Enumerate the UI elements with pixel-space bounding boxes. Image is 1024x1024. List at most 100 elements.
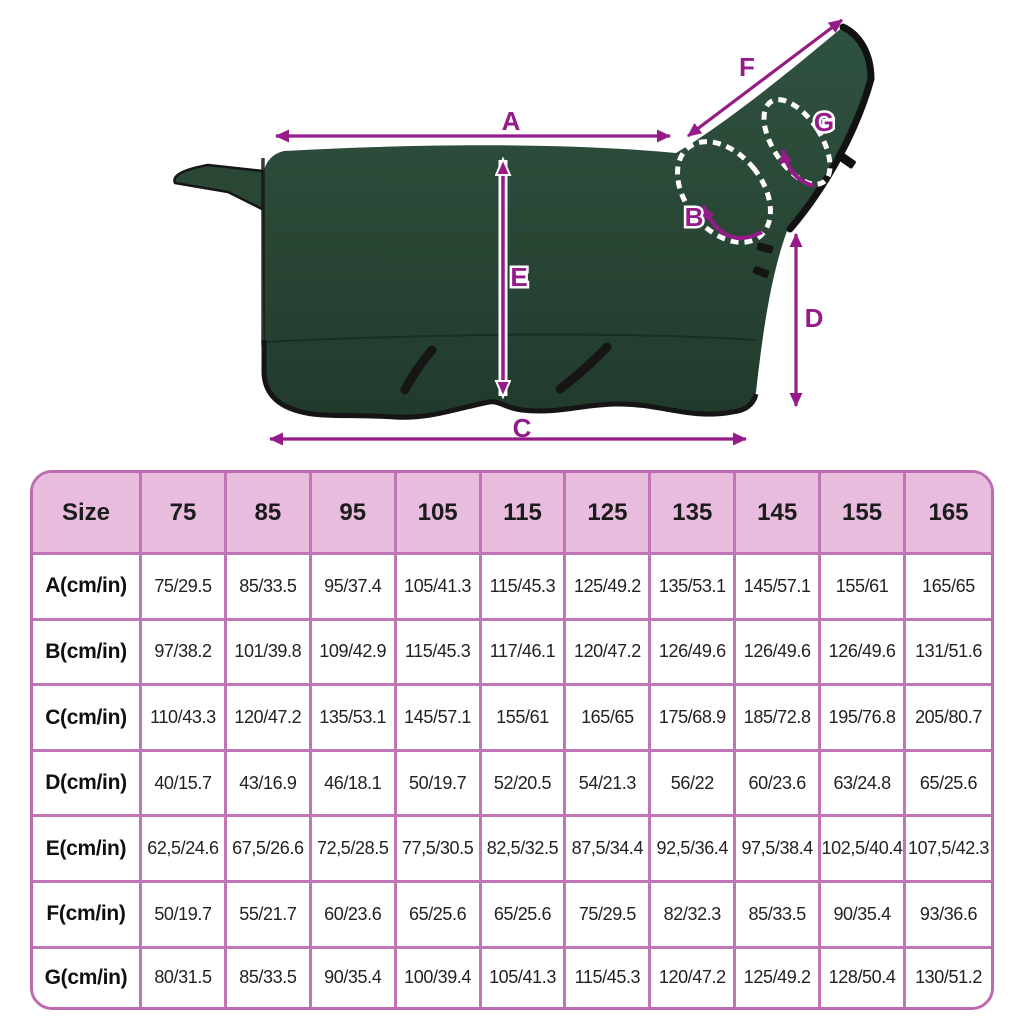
table-row: B(cm/in) 97/38.2 101/39.8 109/42.9 115/45.3 1… <box>33 620 991 687</box>
table-cell: 117/46.1 <box>481 620 567 687</box>
table-row: E(cm/in) 62,5/24.6 67,5/26.6 72,5/28.5 77,5/… <box>33 817 991 884</box>
label-b: B <box>685 202 704 232</box>
table-cell: 75/29.5 <box>566 883 652 949</box>
table-row: F(cm/in) 50/19.7 55/21.7 60/23.6 65/25.6 65/2… <box>33 883 991 949</box>
table-cell: 195/76.8 <box>821 686 907 752</box>
table-header-cell: 85 <box>226 473 312 555</box>
table-cell: 165/65 <box>906 555 991 621</box>
table-cell: 115/45.3 <box>566 948 652 1007</box>
table-cell: 126/49.6 <box>821 620 907 687</box>
leg-strap-left <box>400 345 437 395</box>
table-cell: 155/61 <box>821 555 907 621</box>
table-header-cell: 145 <box>736 473 822 555</box>
label-c: C <box>513 413 532 443</box>
table-cell: 87,5/34.4 <box>566 817 652 884</box>
table-cell: 110/43.3 <box>142 686 227 752</box>
table-cell: 85/33.5 <box>736 883 822 949</box>
table-header-cell: 135 <box>651 473 737 555</box>
chest-clip-top <box>756 242 774 254</box>
table-cell: 50/19.7 <box>396 751 482 818</box>
table-cell: 105/41.3 <box>481 948 567 1007</box>
label-d: D <box>805 303 824 333</box>
table-cell: 95/37.4 <box>311 555 397 621</box>
bottom-binding <box>261 340 759 420</box>
row-label: G(cm/in) <box>33 948 142 1007</box>
table-cell: 165/65 <box>566 686 652 752</box>
table-cell: 50/19.7 <box>142 883 227 949</box>
table-header-row: Size 75 85 95 105 115 125 135 145 155 165 <box>33 473 991 555</box>
row-label: F(cm/in) <box>33 883 142 949</box>
measure-arrow-f <box>687 18 843 138</box>
table-cell: 72,5/28.5 <box>311 817 397 884</box>
table-cell: 109/42.9 <box>311 620 397 687</box>
table-cell: 97,5/38.4 <box>736 817 822 884</box>
leg-strap-right <box>555 342 612 394</box>
table-cell: 60/23.6 <box>311 883 397 949</box>
table-cell: 52/20.5 <box>481 751 567 818</box>
table-row: C(cm/in) 110/43.3 120/47.2 135/53.1 145/57.1… <box>33 686 991 752</box>
neck-base-girth-ellipse <box>675 139 773 245</box>
table-cell: 85/33.5 <box>226 555 312 621</box>
table-cell: 82,5/32.5 <box>481 817 567 884</box>
table-row: A(cm/in) 75/29.5 85/33.5 95/37.4 105/41.3 115… <box>33 555 991 621</box>
table-cell: 131/51.6 <box>906 620 991 687</box>
table-cell: 135/53.1 <box>651 555 737 621</box>
table-row: D(cm/in) 40/15.7 43/16.9 46/18.1 50/19.7 52/2… <box>33 751 991 818</box>
table-cell: 77,5/30.5 <box>396 817 482 884</box>
table-cell: 175/68.9 <box>651 686 737 752</box>
table-cell: 55/21.7 <box>226 883 312 949</box>
table-cell: 82/32.3 <box>651 883 737 949</box>
row-label: A(cm/in) <box>33 555 142 621</box>
table-cell: 65/25.6 <box>906 751 991 818</box>
row-label: B(cm/in) <box>33 620 142 687</box>
table-cell: 126/49.6 <box>736 620 822 687</box>
table-cell: 80/31.5 <box>142 948 227 1007</box>
blanket-diagram: A B C D E F G <box>173 18 875 446</box>
row-label: C(cm/in) <box>33 686 142 752</box>
table-cell: 145/57.1 <box>736 555 822 621</box>
table-cell: 92,5/36.4 <box>651 817 737 884</box>
table-cell: 115/45.3 <box>481 555 567 621</box>
blanket-body <box>262 25 873 418</box>
tail-flap <box>173 163 274 212</box>
neck-strap-tab <box>837 152 856 169</box>
table-cell: 46/18.1 <box>311 751 397 818</box>
row-label: D(cm/in) <box>33 751 142 818</box>
table-cell: 145/57.1 <box>396 686 482 752</box>
neck-binding <box>786 23 875 233</box>
table-cell: 90/35.4 <box>821 883 907 949</box>
table-cell: 205/80.7 <box>906 686 991 752</box>
table-header-cell: 165 <box>906 473 991 555</box>
label-e: E <box>510 262 527 292</box>
table-cell: 125/49.2 <box>736 948 822 1007</box>
table-cell: 75/29.5 <box>142 555 227 621</box>
table-header-cell: 105 <box>396 473 482 555</box>
table-cell: 60/23.6 <box>736 751 822 818</box>
chest-clip-bottom <box>752 266 770 278</box>
size-table: Size 75 85 95 105 115 125 135 145 155 165 A(cm/in) 7… <box>33 473 991 1007</box>
table-cell: 65/25.6 <box>481 883 567 949</box>
table-cell: 120/47.2 <box>566 620 652 687</box>
table-cell: 62,5/24.6 <box>142 817 227 884</box>
table-cell: 93/36.6 <box>906 883 991 949</box>
table-cell: 101/39.8 <box>226 620 312 687</box>
table-cell: 56/22 <box>651 751 737 818</box>
table-cell: 85/33.5 <box>226 948 312 1007</box>
table-row: G(cm/in) 80/31.5 85/33.5 90/35.4 100/39.4 105… <box>33 948 991 1007</box>
size-table-container: Size 75 85 95 105 115 125 135 145 155 165 A(cm/in) 7… <box>30 470 994 1010</box>
table-cell: 67,5/26.6 <box>226 817 312 884</box>
table-cell: 185/72.8 <box>736 686 822 752</box>
table-cell: 125/49.2 <box>566 555 652 621</box>
table-cell: 40/15.7 <box>142 751 227 818</box>
table-header-cell: 95 <box>311 473 397 555</box>
table-cell: 65/25.6 <box>396 883 482 949</box>
measure-arrow-g <box>779 149 815 188</box>
table-cell: 135/53.1 <box>311 686 397 752</box>
table-cell: 100/39.4 <box>396 948 482 1007</box>
table-cell: 43/16.9 <box>226 751 312 818</box>
table-cell: 54/21.3 <box>566 751 652 818</box>
table-cell: 155/61 <box>481 686 567 752</box>
table-cell: 120/47.2 <box>226 686 312 752</box>
label-a: A <box>502 106 521 136</box>
